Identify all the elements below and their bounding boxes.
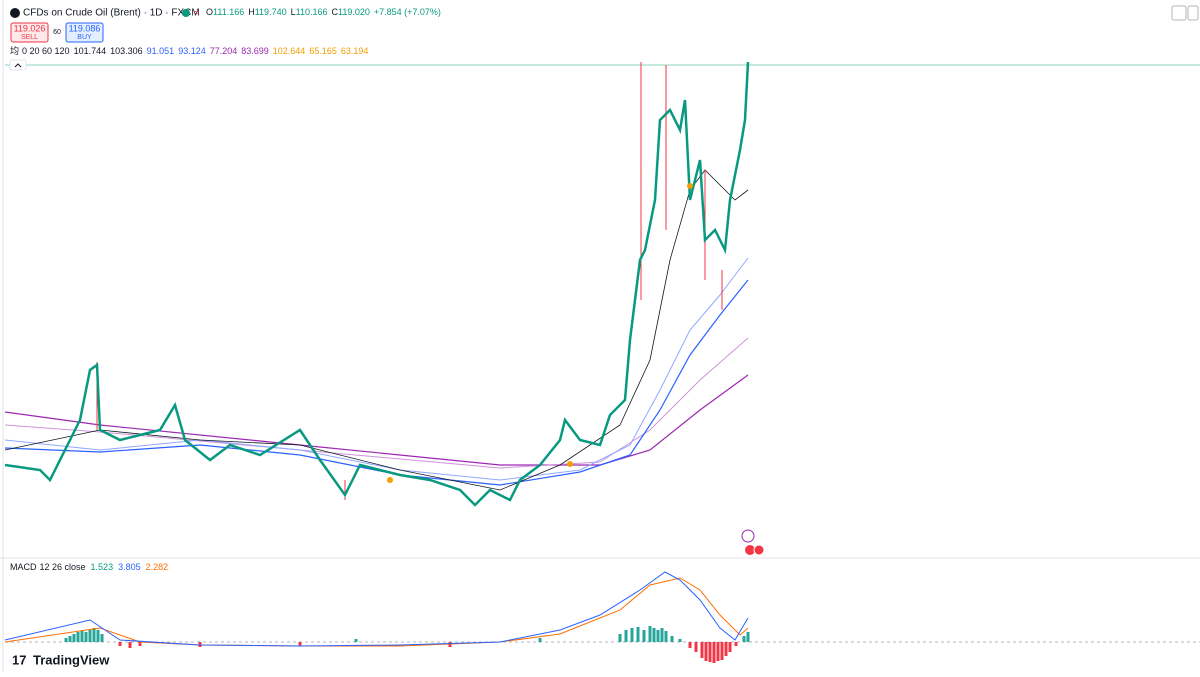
sell-button[interactable] (10, 22, 49, 43)
ma-line (4, 169, 749, 491)
sell-label[interactable]: SELL (21, 34, 38, 41)
collapse-icon (14, 63, 22, 68)
signal-dot (567, 461, 573, 467)
ma-line (4, 279, 749, 486)
legend-value: 119.740 (255, 7, 287, 17)
legend-value: 83.699 (241, 46, 269, 56)
buy-price[interactable]: 119.086 (69, 23, 101, 33)
legend-value: 91.051 (147, 46, 175, 56)
signal-dot (687, 183, 693, 189)
price-candles (4, 61, 750, 507)
legend-value: 12 26 close (40, 562, 86, 572)
toolbar-button[interactable] (1187, 5, 1199, 21)
legend-value: 93.124 (178, 46, 206, 56)
symbol-icon[interactable] (10, 8, 20, 18)
signal-dot (387, 477, 393, 483)
sell-price[interactable]: 119.026 (14, 23, 46, 33)
buy-button[interactable] (65, 22, 104, 43)
legend-value: 102.644 (273, 46, 306, 56)
legend-value: 63.194 (341, 46, 369, 56)
brand-name[interactable]: TradingView (33, 652, 110, 667)
event-icon[interactable] (753, 544, 765, 556)
buy-label[interactable]: BUY (77, 34, 92, 41)
macd-legend: MACD 12 26 close 1.523 3.805 2.282 (10, 562, 168, 572)
legend-value: 均 (10, 45, 19, 56)
legend-value: 3.805 (118, 562, 141, 572)
event-icon[interactable] (745, 545, 755, 555)
legend-value: 111.166 (213, 7, 244, 17)
market-status[interactable] (182, 9, 190, 17)
legend-value: O (206, 7, 213, 17)
legend-value: 1.523 (91, 562, 114, 572)
legend-value: 119.020 (338, 7, 370, 17)
flag-icon[interactable]: ≈ (194, 7, 199, 17)
macd-histogram (64, 626, 750, 642)
legend-value: 0 20 60 120 (22, 46, 70, 56)
ma-line (4, 337, 749, 469)
macd-line (4, 571, 749, 647)
legend-value: 2.282 (146, 562, 169, 572)
legend-value: 77.204 (210, 46, 238, 56)
legend-value: C (331, 7, 338, 17)
legend-value: 110.166 (296, 7, 328, 17)
legend-value: +7.854 (+7.07%) (374, 7, 441, 17)
legend-value: 101.744 (74, 46, 107, 56)
ohlc: O111.166 H119.740 L110.166 C119.020 +7.854 (… (206, 7, 441, 17)
legend-value: 103.306 (110, 46, 143, 56)
legend-value: H (248, 7, 255, 17)
event-icon[interactable] (741, 529, 755, 543)
legend-value: MACD (10, 562, 37, 572)
legend-value: 65.165 (309, 46, 337, 56)
ma-line (4, 257, 749, 481)
toolbar-button[interactable] (1171, 5, 1187, 21)
symbol-title[interactable]: CFDs on Crude Oil (Brent) · 1D · FXCM (23, 8, 200, 19)
collapse-button[interactable] (9, 59, 27, 71)
legend-value: L (291, 7, 296, 17)
spread: 60 (53, 29, 61, 36)
brand-logo[interactable]: 17 (12, 652, 26, 667)
